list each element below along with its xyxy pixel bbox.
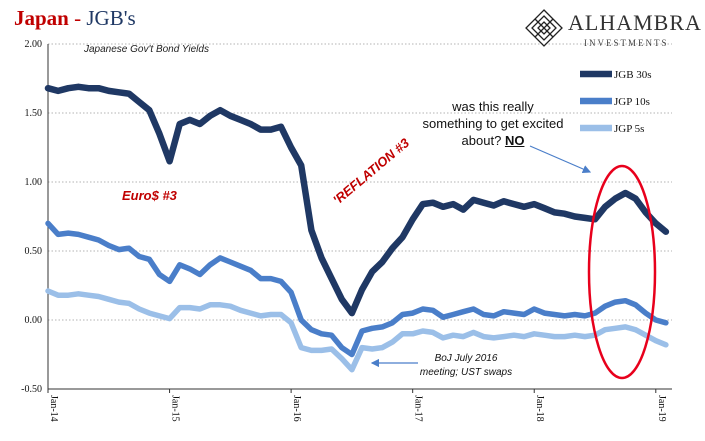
series-line-jgb-30s	[44, 83, 670, 317]
diamond-lattice-icon	[525, 9, 563, 47]
x-tick-label: Jan-14	[48, 395, 59, 422]
euro-annotation: Euro$ #3	[122, 188, 177, 203]
question-line-1: was this really	[452, 99, 534, 114]
question-arrow	[529, 145, 592, 173]
y-tick-label: -0.50	[21, 384, 42, 395]
boj-line-2: meeting; UST swaps	[419, 367, 513, 378]
chart-subtitle: Japanese Gov't Bond Yields	[84, 44, 209, 55]
chart-title-separator: -	[68, 6, 87, 30]
legend-label: JGP 5s	[614, 123, 644, 135]
alhambra-logo: ALHAMBRA INVESTMENTS	[524, 8, 702, 50]
x-tick-label: Jan-16	[291, 395, 302, 422]
chart-title-country: Japan	[14, 6, 69, 30]
x-tick-label: Jan-17	[413, 395, 424, 422]
x-tick-label: Jan-15	[170, 395, 181, 422]
boj-line-1: BoJ July 2016	[434, 353, 498, 364]
chart-title-series: JGB's	[86, 6, 136, 30]
y-tick-label: 0.00	[25, 315, 43, 326]
series-line-jgp-5s	[45, 288, 669, 373]
question-line-3: about?	[461, 133, 502, 148]
question-answer: NO	[504, 133, 525, 148]
legend-label: JGP 10s	[614, 96, 650, 108]
chart-title: Japan - JGB's	[14, 6, 136, 31]
question-line-2: something to get excited	[422, 116, 564, 131]
series-line-jgp-10s	[45, 220, 669, 358]
question-annotation: was this really something to get excited…	[398, 98, 588, 149]
y-tick-label: 1.50	[25, 108, 43, 119]
x-tick-label: Jan-19	[656, 395, 667, 422]
y-tick-label: 1.00	[25, 177, 43, 188]
legend-label: JGB 30s	[614, 69, 652, 81]
highlight-ellipse	[587, 164, 657, 380]
boj-annotation: BoJ July 2016 meeting; UST swaps	[406, 352, 526, 380]
logo-name: ALHAMBRA	[568, 10, 702, 35]
x-tick-label: Jan-18	[534, 395, 545, 422]
logo-subtitle: INVESTMENTS	[584, 38, 669, 48]
y-tick-label: 2.00	[25, 39, 43, 50]
y-tick-label: 0.50	[25, 246, 43, 257]
